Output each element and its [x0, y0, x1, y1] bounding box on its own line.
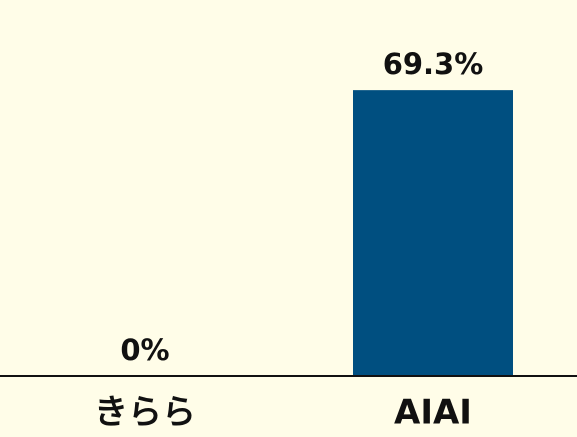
value-label: 0% [120, 333, 169, 367]
x-tick-label: AIAI [394, 393, 472, 433]
x-tick-label: きらら [94, 393, 196, 433]
value-label: 69.3% [383, 47, 484, 81]
bar [353, 90, 513, 376]
